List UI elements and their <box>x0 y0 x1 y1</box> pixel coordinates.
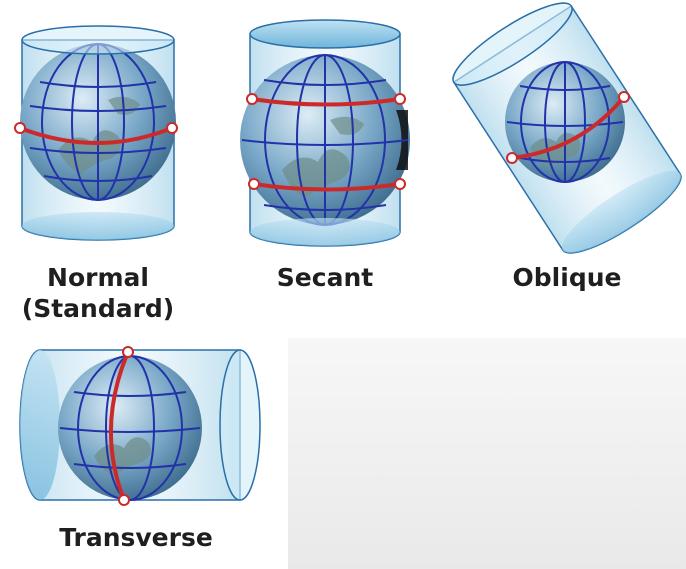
secant-cylinder-figure <box>240 19 410 247</box>
transverse-label-text: Transverse <box>59 523 213 552</box>
transverse-cylinder-figure <box>19 346 261 506</box>
normal-label-line1: Normal <box>47 263 149 292</box>
oblique-label-text: Oblique <box>512 263 622 292</box>
secant-label: Secant <box>245 262 405 293</box>
normal-label-line2: (Standard) <box>21 294 175 323</box>
normal-label: Normal (Standard) <box>18 262 178 324</box>
background-panel <box>288 338 686 569</box>
oblique-label: Oblique <box>487 262 647 293</box>
oblique-tangent-line <box>511 95 626 160</box>
transverse-label: Transverse <box>36 522 236 553</box>
oblique-cylinder-figure <box>452 2 682 254</box>
secant-line-upper <box>251 97 401 107</box>
secant-line-lower <box>253 182 401 192</box>
normal-tangent-line <box>19 126 173 145</box>
transverse-tangent-line <box>108 351 130 501</box>
secant-label-text: Secant <box>276 263 374 292</box>
normal-cylinder-figure <box>14 25 178 241</box>
oblique-graticule <box>506 61 624 183</box>
transverse-globe <box>58 356 202 500</box>
